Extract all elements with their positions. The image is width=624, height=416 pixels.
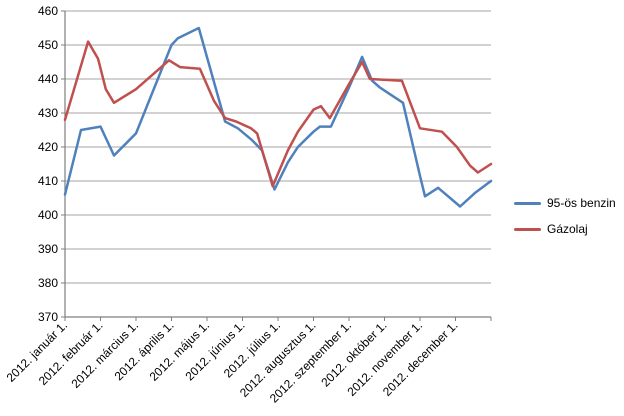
x-axis-labels: 2012. január 1.2012. február 1.2012. már… bbox=[4, 318, 461, 405]
y-axis-label-370: 370 bbox=[38, 310, 58, 324]
series-line-benzin[interactable] bbox=[63, 26, 493, 208]
gazolaj-line-swatch bbox=[514, 227, 541, 231]
legend-label-benzin: 95-ös benzin bbox=[547, 196, 616, 210]
y-axis-label-400: 400 bbox=[38, 208, 58, 222]
series-lines bbox=[63, 26, 493, 208]
x-axis-label-0: 2012. január 1. bbox=[4, 318, 71, 385]
y-axis-labels: 370 380 390 400 410 420 430 440 450 460 bbox=[38, 4, 58, 324]
legend-item-gazolaj[interactable]: Gázolaj bbox=[514, 216, 616, 242]
legend-item-benzin[interactable]: 95-ös benzin bbox=[514, 190, 616, 216]
axes bbox=[61, 10, 492, 321]
y-axis-label-460: 460 bbox=[38, 4, 58, 18]
gridlines bbox=[65, 10, 491, 318]
y-axis-label-410: 410 bbox=[38, 174, 58, 188]
y-axis-label-450: 450 bbox=[38, 38, 58, 52]
benzin-line-swatch bbox=[514, 201, 541, 205]
y-axis-label-440: 440 bbox=[38, 72, 58, 86]
legend-label-gazolaj: Gázolaj bbox=[547, 222, 588, 236]
series-line-gazolaj[interactable] bbox=[63, 40, 493, 188]
chart-legend: 95-ös benzin Gázolaj bbox=[514, 190, 616, 242]
y-axis-label-390: 390 bbox=[38, 242, 58, 256]
y-axis-label-380: 380 bbox=[38, 276, 58, 290]
y-axis-label-420: 420 bbox=[38, 140, 58, 154]
y-axis-label-430: 430 bbox=[38, 106, 58, 120]
